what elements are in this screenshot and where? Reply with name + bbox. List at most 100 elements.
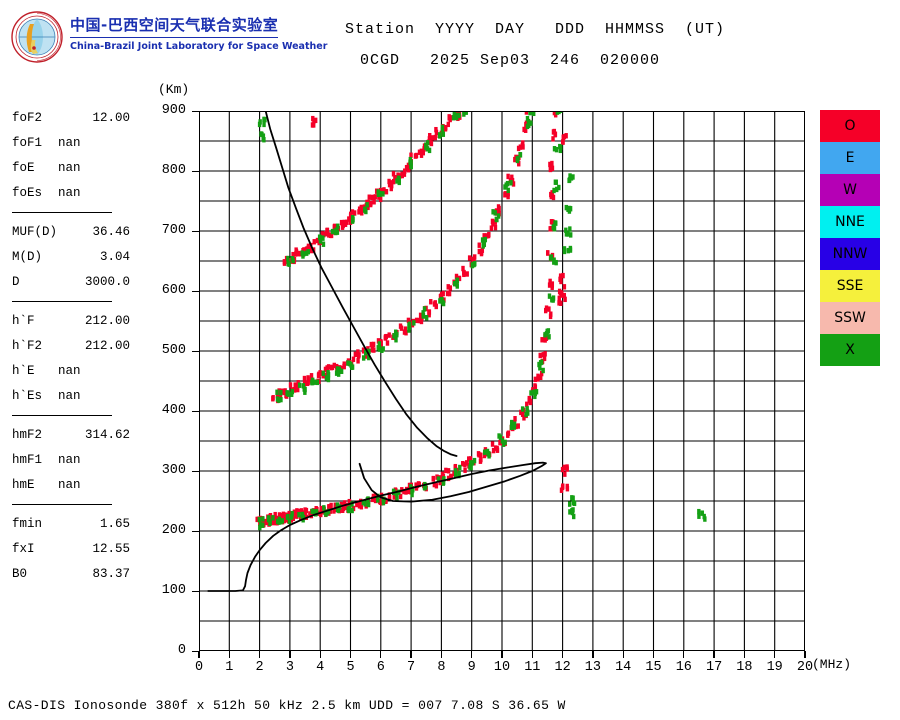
- y-axis-tick-label: 800: [144, 163, 186, 178]
- x-axis-tick-label: 19: [760, 660, 790, 675]
- param-row: foEs nan: [8, 181, 140, 206]
- x-axis-tick-label: 3: [275, 660, 305, 675]
- param-value: 83.37: [58, 562, 130, 587]
- ionogram-parameter-panel: foF2 12.00 foF1 nan foE nan foEs nan MUF(D) 36.46…: [8, 106, 140, 587]
- x-axis-tick: [441, 651, 442, 658]
- param-row: hmF2 314.62: [8, 423, 140, 448]
- y-axis-tick-label: 500: [144, 343, 186, 358]
- x-axis-tick: [653, 651, 654, 658]
- x-axis-tick: [380, 651, 381, 658]
- x-axis-tick-label: 15: [639, 660, 669, 675]
- x-axis-tick: [532, 651, 533, 658]
- y-axis-tick: [192, 171, 199, 172]
- x-axis-tick: [350, 651, 351, 658]
- y-axis-tick-label: 700: [144, 223, 186, 238]
- param-value: 1.65: [58, 512, 130, 537]
- x-axis-tick: [562, 651, 563, 658]
- param-row: foF1 nan: [8, 131, 140, 156]
- param-row: h`E nan: [8, 359, 140, 384]
- legend-item-w[interactable]: W: [820, 174, 880, 206]
- y-axis-tick: [192, 291, 199, 292]
- param-name: fxI: [12, 537, 35, 562]
- param-value: nan: [58, 359, 130, 384]
- x-axis-tick-label: 2: [245, 660, 275, 675]
- x-axis-tick-label: 9: [457, 660, 487, 675]
- legend-item-e[interactable]: E: [820, 142, 880, 174]
- x-axis-tick: [744, 651, 745, 658]
- param-value: 212.00: [58, 309, 130, 334]
- legend-item-nne[interactable]: NNE: [820, 206, 880, 238]
- param-row: D 3000.0: [8, 270, 140, 295]
- x-axis-tick: [289, 651, 290, 658]
- param-value: 12.00: [58, 106, 130, 131]
- param-value: 12.55: [58, 537, 130, 562]
- y-axis-tick: [192, 111, 199, 112]
- x-axis-tick-label: 12: [548, 660, 578, 675]
- param-value: nan: [58, 131, 130, 156]
- x-axis-tick-label: 10: [487, 660, 517, 675]
- legend-item-x[interactable]: X: [820, 334, 880, 366]
- y-axis-tick-label: 300: [144, 463, 186, 478]
- param-value: nan: [58, 448, 130, 473]
- lab-logo: 中国-巴西空间天气联合实验室 China-Brazil Joint Labora…: [8, 8, 298, 66]
- mode-legend: O E W NNE NNW SSE SSW X: [820, 110, 880, 366]
- param-row: foF2 12.00: [8, 106, 140, 131]
- x-axis-tick: [410, 651, 411, 658]
- x-axis-tick-label: 13: [578, 660, 608, 675]
- param-row: hmF1 nan: [8, 448, 140, 473]
- x-axis-tick-label: 4: [305, 660, 335, 675]
- param-value: 314.62: [58, 423, 130, 448]
- x-axis-tick: [804, 651, 805, 658]
- param-name: B0: [12, 562, 27, 587]
- param-name: h`F2: [12, 334, 42, 359]
- logo-divider: [70, 37, 278, 38]
- x-axis-tick-label: 5: [336, 660, 366, 675]
- param-name: hmF2: [12, 423, 42, 448]
- param-group-separator: [12, 415, 112, 416]
- param-row: h`F2 212.00: [8, 334, 140, 359]
- param-name: h`E: [12, 359, 35, 384]
- legend-item-nnw[interactable]: NNW: [820, 238, 880, 270]
- legend-item-o[interactable]: O: [820, 110, 880, 142]
- x-axis-tick-label: 1: [214, 660, 244, 675]
- param-group-separator: [12, 212, 112, 213]
- y-axis-tick: [192, 531, 199, 532]
- y-axis-tick-label: 0: [144, 643, 186, 658]
- param-value: 3.04: [58, 245, 130, 270]
- param-name: foF2: [12, 106, 42, 131]
- param-row: h`F 212.00: [8, 309, 140, 334]
- param-name: foE: [12, 156, 35, 181]
- y-axis-tick: [192, 411, 199, 412]
- x-axis-tick: [501, 651, 502, 658]
- param-row: fxI 12.55: [8, 537, 140, 562]
- legend-item-ssw[interactable]: SSW: [820, 302, 880, 334]
- param-name: h`F: [12, 309, 35, 334]
- param-name: foF1: [12, 131, 42, 156]
- param-row: B0 83.37: [8, 562, 140, 587]
- x-axis-tick: [259, 651, 260, 658]
- x-axis-tick: [623, 651, 624, 658]
- y-axis-tick-label: 100: [144, 583, 186, 598]
- param-row: MUF(D) 36.46: [8, 220, 140, 245]
- y-axis-tick-label: 400: [144, 403, 186, 418]
- x-axis-tick-label: 16: [669, 660, 699, 675]
- x-axis-tick: [683, 651, 684, 658]
- x-axis-tick: [229, 651, 230, 658]
- x-axis-tick: [471, 651, 472, 658]
- y-axis-tick-label: 200: [144, 523, 186, 538]
- ionogram-canvas: [199, 111, 805, 651]
- param-group-separator: [12, 504, 112, 505]
- param-row: fmin 1.65: [8, 512, 140, 537]
- param-value: nan: [58, 384, 130, 409]
- param-value: nan: [58, 156, 130, 181]
- y-axis-tick-label: 600: [144, 283, 186, 298]
- logo-title-english: China-Brazil Joint Laboratory for Space …: [70, 41, 327, 52]
- y-axis-tick: [192, 471, 199, 472]
- y-axis-tick: [192, 231, 199, 232]
- param-name: M(D): [12, 245, 42, 270]
- param-row: foE nan: [8, 156, 140, 181]
- header-column-labels: Station YYYY DAY DDD HHMMSS (UT): [345, 21, 725, 38]
- param-name: foEs: [12, 181, 42, 206]
- legend-item-sse[interactable]: SSE: [820, 270, 880, 302]
- ionogram-plot: [199, 111, 805, 651]
